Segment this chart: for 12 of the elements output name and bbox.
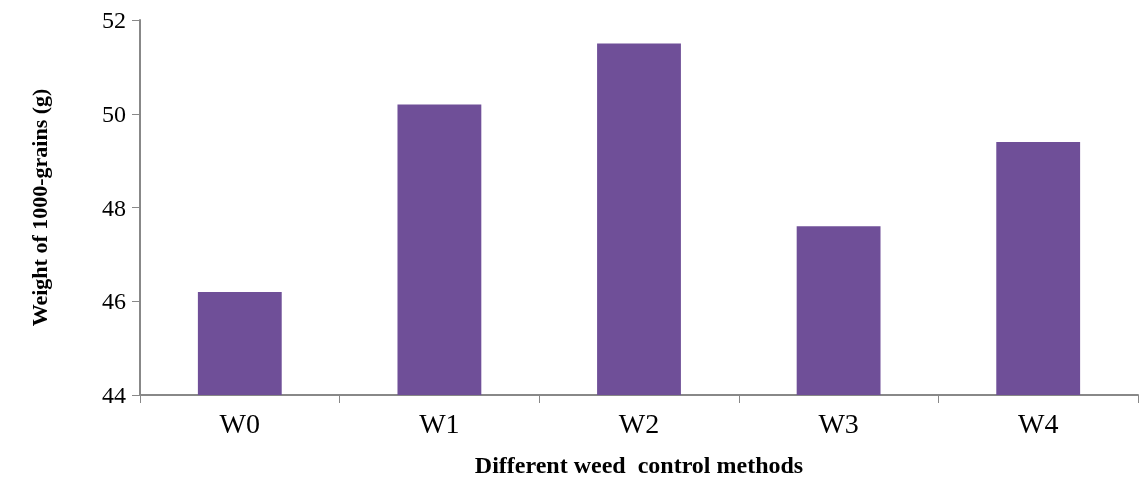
y-tick-label: 46	[102, 288, 126, 315]
y-tick-label: 52	[102, 7, 126, 33]
y-tick-label: 50	[102, 100, 126, 127]
y-tick-label: 48	[102, 194, 126, 221]
x-tick-label: W2	[618, 407, 660, 439]
x-tick-label: W0	[219, 407, 261, 439]
x-axis-title: Different weed control methods	[474, 452, 804, 478]
y-axis-title: Weight of 1000-grains (g)	[26, 88, 52, 327]
x-tick-label: W4	[1017, 407, 1059, 439]
x-tick-label: W1	[419, 407, 460, 439]
x-tick-label: W3	[818, 407, 859, 439]
y-tick-label: 44	[102, 382, 126, 408]
